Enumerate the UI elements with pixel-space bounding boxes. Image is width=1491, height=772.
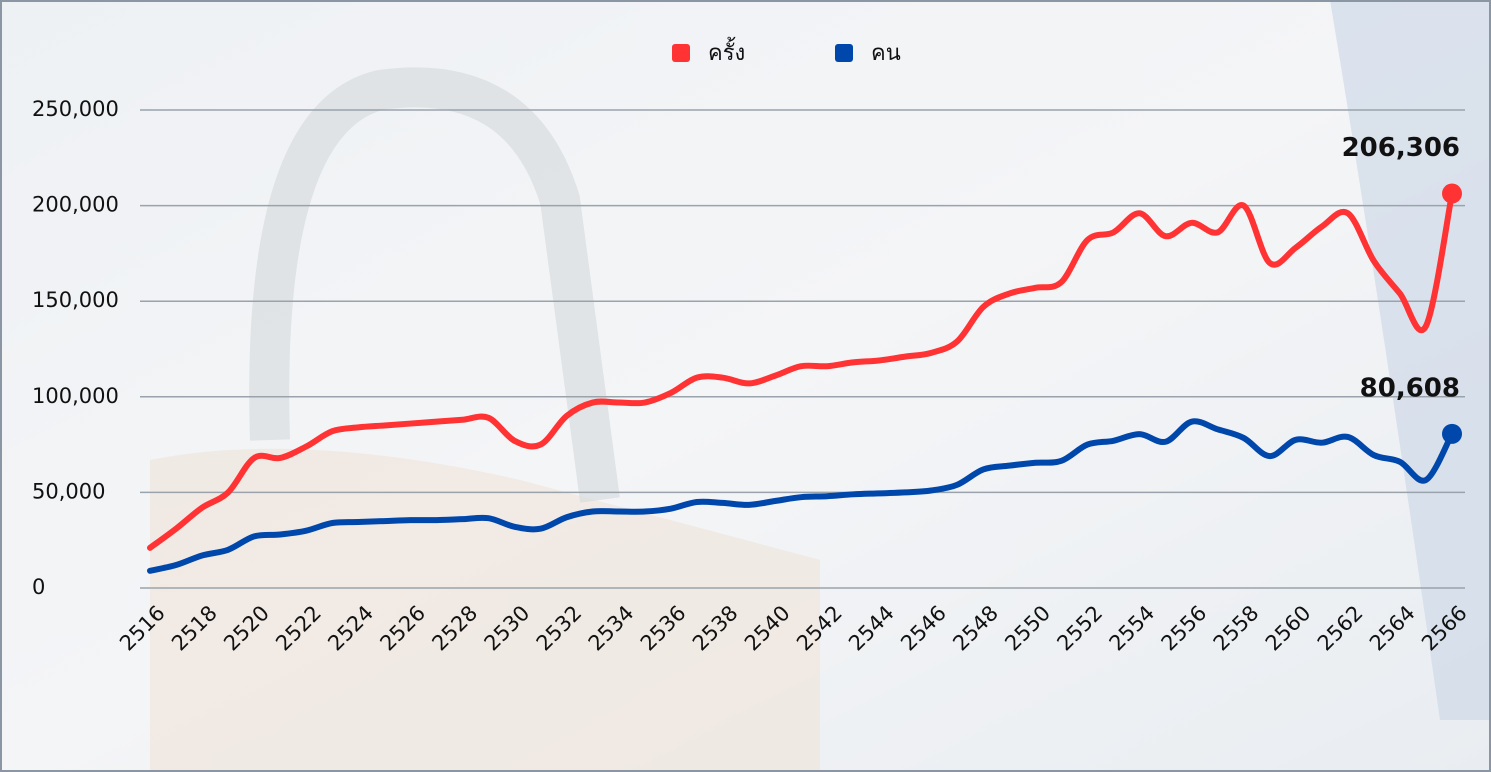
- legend-label: ครั้ง: [708, 37, 745, 66]
- legend-swatch: [835, 44, 853, 62]
- legend-swatch: [672, 44, 690, 62]
- y-tick-label: 250,000: [32, 97, 119, 121]
- legend-label: คน: [871, 41, 901, 66]
- legend: ครั้ง คน: [672, 37, 901, 66]
- y-tick-label: 150,000: [32, 288, 119, 312]
- background-stethoscope: [249, 67, 620, 503]
- data-label: 80,608: [1360, 373, 1460, 403]
- end-marker: [1442, 183, 1462, 204]
- series-line: [147, 418, 1455, 574]
- y-tick-label: 50,000: [32, 479, 105, 503]
- end-marker: [1442, 423, 1462, 444]
- y-tick-label: 200,000: [32, 193, 119, 217]
- background-coat: [1330, 0, 1491, 720]
- series-line: [147, 190, 1455, 551]
- y-tick-label: 0: [32, 575, 45, 599]
- data-label: 206,306: [1342, 133, 1460, 163]
- y-tick-label: 100,000: [32, 384, 119, 408]
